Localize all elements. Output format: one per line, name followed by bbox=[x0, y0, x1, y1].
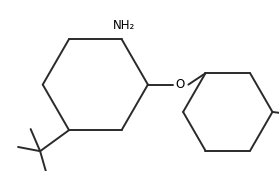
Text: NH₂: NH₂ bbox=[113, 19, 135, 32]
Text: O: O bbox=[176, 78, 185, 91]
